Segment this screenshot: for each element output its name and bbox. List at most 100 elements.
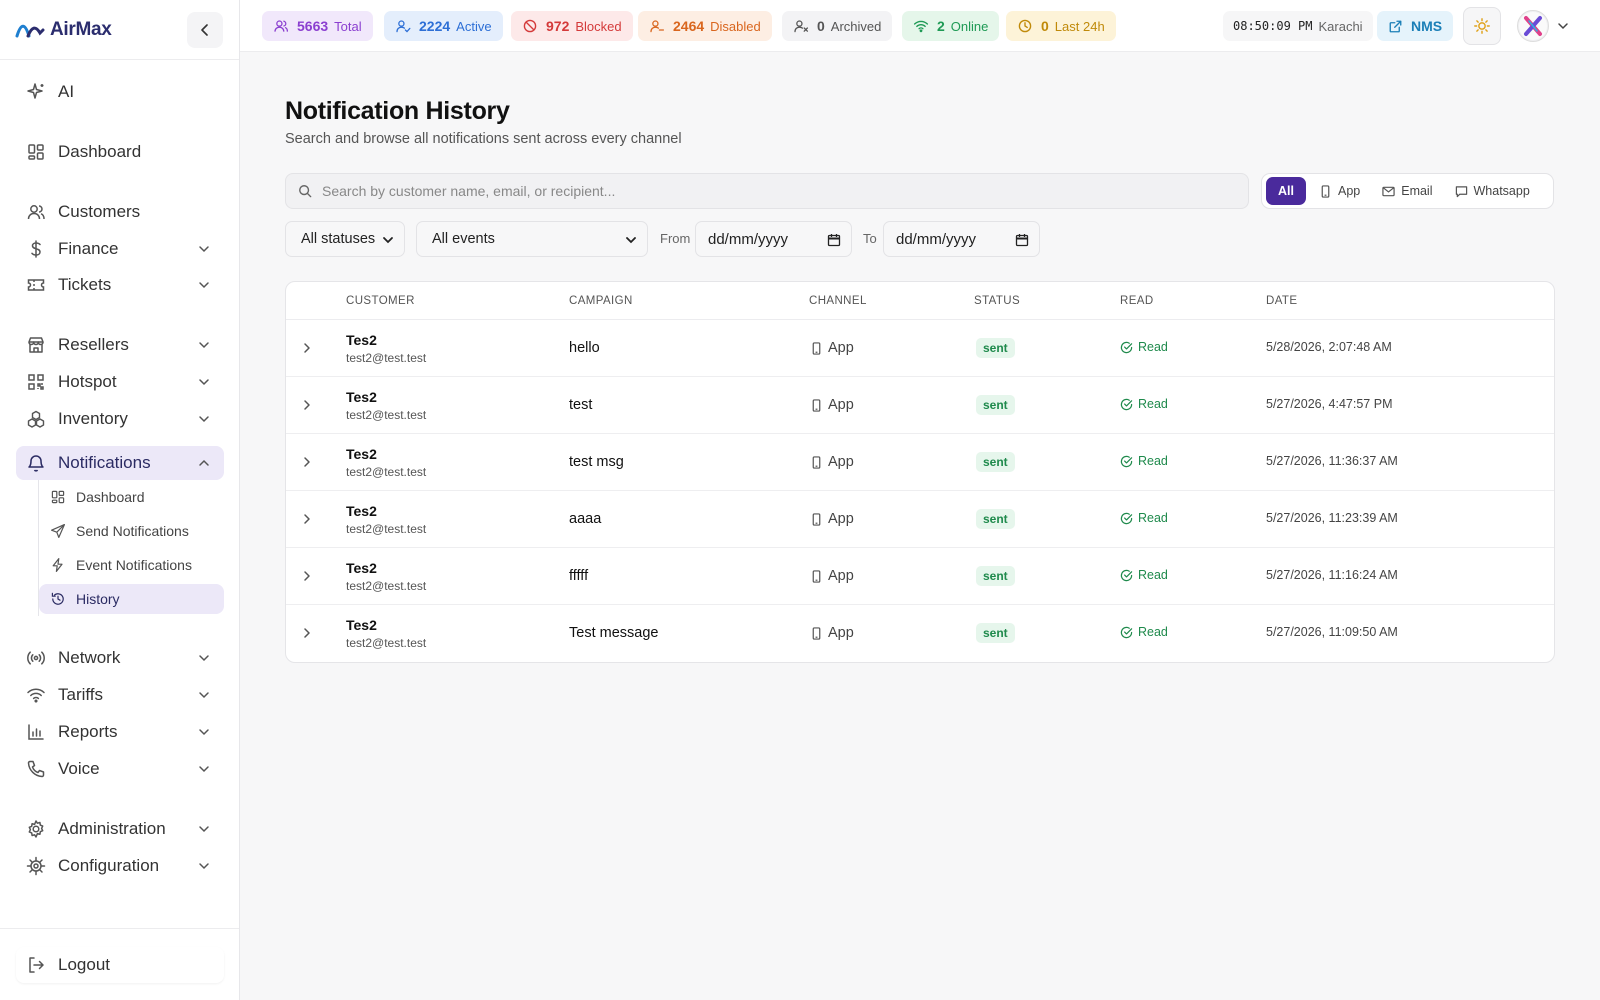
date-cell: 5/28/2026, 2:07:48 AM	[1266, 340, 1392, 354]
chevron-right-icon[interactable]	[301, 570, 313, 582]
stat-blocked[interactable]: 972 Blocked	[511, 11, 633, 41]
sidebar-item-dashboard[interactable]: Dashboard	[16, 135, 224, 169]
bar-chart-icon	[28, 724, 44, 740]
chevron-down-icon	[383, 237, 393, 244]
column-header-channel[interactable]: CHANNEL	[809, 295, 867, 307]
stat-last-24h[interactable]: 0 Last 24h	[1006, 11, 1116, 41]
check-circle-icon	[1120, 626, 1133, 638]
collapse-sidebar-button[interactable]	[187, 12, 223, 48]
chevron-right-icon[interactable]	[301, 399, 313, 411]
sidebar-item-tickets[interactable]: Tickets	[16, 268, 224, 302]
column-header-date[interactable]: DATE	[1266, 295, 1298, 307]
sidebar-item-ai[interactable]: AI	[16, 75, 224, 109]
sidebar-subitem-dashboard[interactable]: Dashboard	[39, 482, 224, 512]
date-cell: 5/27/2026, 11:16:24 AM	[1266, 568, 1398, 582]
user-check-icon	[396, 20, 411, 33]
table-row[interactable]: Tes2 test2@test.test test App sent Read …	[286, 377, 1554, 434]
channel-filter-app[interactable]: App	[1310, 177, 1369, 205]
sidebar-item-label: Voice	[58, 759, 100, 778]
sidebar-item-label: Finance	[58, 239, 119, 258]
store-icon	[28, 337, 44, 353]
theme-toggle-button[interactable]	[1463, 7, 1501, 45]
channel-filter-all[interactable]: All	[1266, 177, 1306, 205]
sidebar-item-network[interactable]: Network	[16, 641, 224, 675]
column-header-read[interactable]: READ	[1120, 295, 1154, 307]
sidebar-item-customers[interactable]: Customers	[16, 195, 224, 229]
channel-filter-email[interactable]: Email	[1373, 177, 1441, 205]
channel-label: App	[828, 397, 854, 413]
sidebar-item-label: Customers	[58, 202, 141, 221]
sidebar-item-administration[interactable]: Administration	[16, 812, 224, 846]
sidebar-item-voice[interactable]: Voice	[16, 752, 224, 786]
customer-email: test2@test.test	[346, 465, 427, 479]
chevron-down-icon	[199, 729, 209, 736]
read-label: Read	[1138, 625, 1168, 639]
chevron-right-icon[interactable]	[301, 627, 313, 639]
channel-cell: App	[810, 454, 854, 470]
search-input[interactable]	[322, 183, 1222, 199]
sidebar-item-reports[interactable]: Reports	[16, 715, 224, 749]
cog-icon	[26, 856, 46, 876]
stat-total[interactable]: 5663 Total	[262, 11, 373, 41]
calendar-icon	[1015, 234, 1029, 247]
sidebar-subitem-event-notifications[interactable]: Event Notifications	[39, 550, 224, 580]
read-status: Read	[1120, 625, 1168, 639]
column-header-customer[interactable]: CUSTOMER	[346, 295, 415, 307]
from-date-input[interactable]: dd/mm/yyyy	[695, 221, 852, 257]
sidebar-item-inventory[interactable]: Inventory	[16, 402, 224, 436]
date-cell: 5/27/2026, 4:47:57 PM	[1266, 397, 1393, 411]
read-label: Read	[1138, 511, 1168, 525]
from-date-value: dd/mm/yyyy	[708, 230, 789, 248]
table-row[interactable]: Tes2 test2@test.test test msg App sent R…	[286, 434, 1554, 491]
chevron-right-icon[interactable]	[301, 456, 313, 468]
table-row[interactable]: Tes2 test2@test.test Test message App se…	[286, 605, 1554, 662]
table-row[interactable]: Tes2 test2@test.test aaaa App sent Read …	[286, 491, 1554, 548]
read-status: Read	[1120, 568, 1168, 582]
status-select[interactable]: All statuses	[285, 221, 405, 257]
sidebar-item-notifications[interactable]: Notifications	[16, 446, 224, 480]
nms-label: NMS	[1411, 18, 1443, 34]
sidebar: AirMax AI Dashboard Customers Finance Ti…	[0, 0, 240, 1000]
to-date-input[interactable]: dd/mm/yyyy	[883, 221, 1040, 257]
user-menu[interactable]	[1517, 10, 1569, 42]
table-row[interactable]: Tes2 test2@test.test fffff App sent Read…	[286, 548, 1554, 605]
chevron-right-icon[interactable]	[301, 342, 313, 354]
channel-filter-whatsapp[interactable]: Whatsapp	[1446, 177, 1539, 205]
sidebar-item-resellers[interactable]: Resellers	[16, 328, 224, 362]
stat-value: 2224	[419, 18, 451, 34]
channel-filter-label: App	[1337, 184, 1361, 198]
stat-value: 5663	[297, 18, 329, 34]
nms-link-button[interactable]: NMS	[1377, 11, 1454, 41]
sidebar-item-hotspot[interactable]: Hotspot	[16, 365, 224, 399]
chevron-down-icon	[199, 342, 209, 349]
sidebar-item-finance[interactable]: Finance	[16, 232, 224, 266]
customer-email: test2@test.test	[346, 636, 427, 650]
logout-button[interactable]: Logout	[16, 947, 224, 983]
sidebar-item-configuration[interactable]: Configuration	[16, 849, 224, 883]
ban-icon	[523, 19, 537, 33]
stat-disabled[interactable]: 2464 Disabled	[638, 11, 772, 41]
stat-value: 0	[817, 18, 825, 34]
stat-online[interactable]: 2 Online	[902, 11, 1000, 41]
sidebar-subitem-label: Event Notifications	[76, 557, 192, 573]
stat-active[interactable]: 2224 Active	[384, 11, 503, 41]
sidebar-subitem-send-notifications[interactable]: Send Notifications	[39, 516, 224, 546]
chevron-right-icon[interactable]	[301, 513, 313, 525]
column-header-campaign[interactable]: CAMPAIGN	[569, 295, 633, 307]
sidebar-item-tariffs[interactable]: Tariffs	[16, 678, 224, 712]
event-select[interactable]: All events	[416, 221, 648, 257]
smartphone-icon	[812, 398, 821, 412]
to-label: To	[863, 231, 877, 246]
column-header-status[interactable]: STATUS	[974, 295, 1021, 307]
avatar-logo-icon	[1519, 12, 1547, 40]
smartphone-icon	[1321, 184, 1330, 198]
customer-email: test2@test.test	[346, 579, 427, 593]
chevron-down-icon	[1558, 23, 1568, 30]
status-badge: sent	[976, 452, 1015, 472]
sidebar-subitem-history[interactable]: History	[39, 584, 224, 614]
clock-timezone: Karachi	[1318, 18, 1363, 34]
stat-archived[interactable]: 0 Archived	[782, 11, 893, 41]
table-row[interactable]: Tes2 test2@test.test hello App sent Read…	[286, 320, 1554, 377]
channel-cell: App	[810, 340, 854, 356]
customer-email: test2@test.test	[346, 522, 427, 536]
